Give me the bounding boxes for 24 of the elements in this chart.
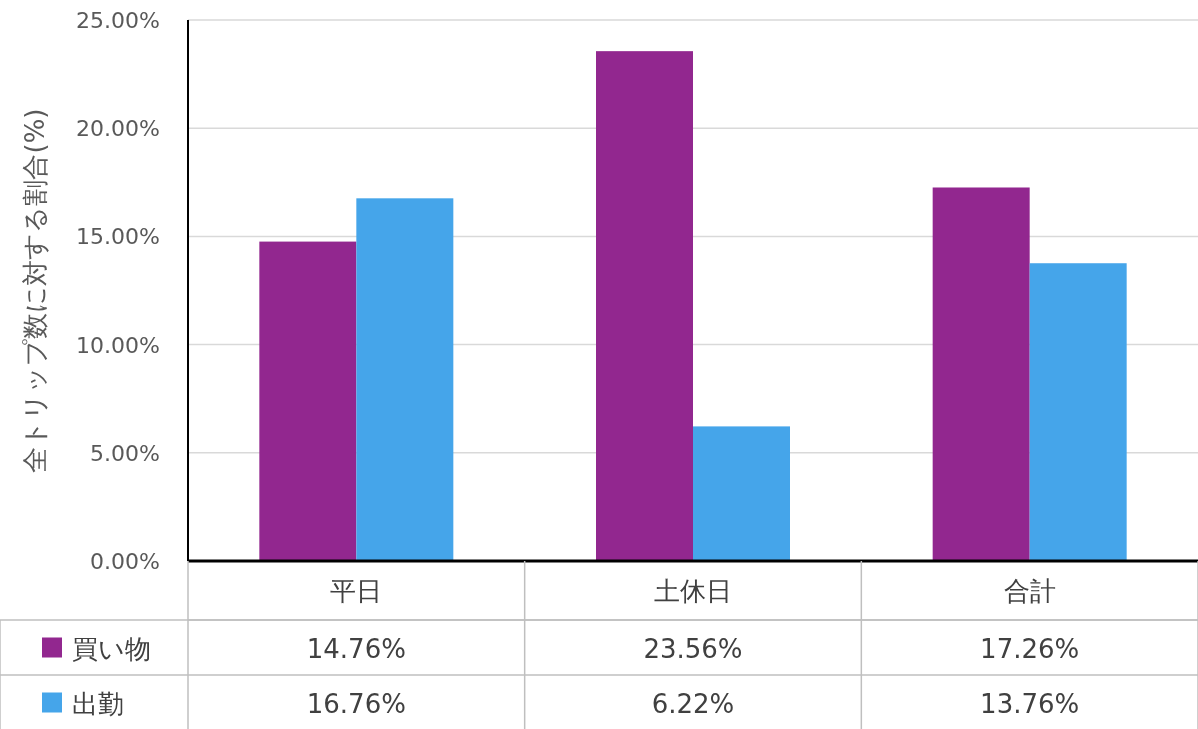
data-label: 16.76% (306, 688, 406, 719)
bar (1029, 263, 1127, 561)
bar (693, 426, 790, 561)
x-tick-label: 平日 (330, 576, 383, 606)
y-tick-label: 20.00% (76, 116, 160, 142)
bar (596, 51, 693, 561)
y-tick-label: 15.00% (76, 224, 160, 250)
y-tick-label: 25.00% (76, 8, 160, 33)
bar (259, 241, 357, 561)
data-label: 14.76% (306, 633, 406, 664)
x-tick-label: 土休日 (654, 576, 732, 606)
data-label: 13.76% (980, 688, 1080, 719)
y-axis-title: 全トリップ数に対する割合(%) (20, 108, 50, 473)
y-tick-label: 0.00% (90, 549, 160, 574)
data-label: 23.56% (643, 633, 743, 664)
legend-label: 買い物 (72, 633, 151, 664)
data-label: 17.26% (980, 633, 1080, 664)
data-label: 6.22% (651, 688, 735, 719)
legend-label: 出勤 (72, 688, 124, 719)
bar (932, 187, 1030, 561)
x-tick-label: 合計 (1003, 576, 1056, 606)
y-tick-label: 5.00% (90, 440, 160, 466)
bar (356, 198, 454, 561)
y-tick-label: 10.00% (76, 332, 160, 358)
